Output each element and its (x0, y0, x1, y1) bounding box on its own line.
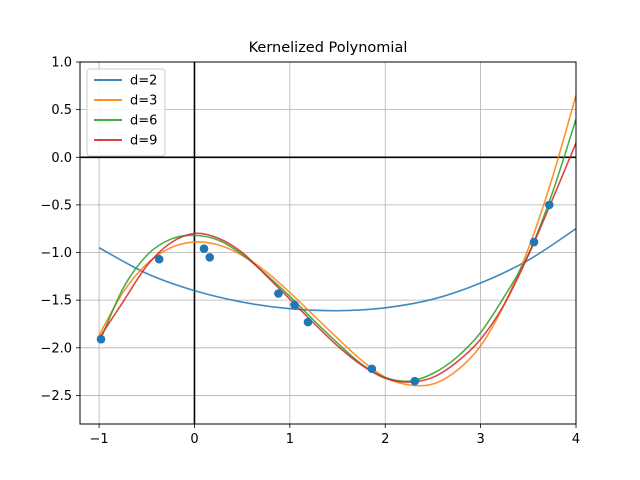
data-point (529, 237, 539, 247)
y-tick-label: 0.0 (51, 151, 72, 166)
series-line-d=9 (98, 142, 576, 383)
data-point (410, 376, 420, 386)
axis-ticks: −1 0 1 2 3 4 1.0 0.5 0.0 −0.5 −1.0 −1.5 −2.0 −2.5 (40, 56, 580, 448)
series-line-d=6 (98, 118, 576, 383)
legend: d=2 d=3 d=6 d=9 (86, 68, 166, 157)
data-point (367, 364, 377, 374)
x-tick-label: 0 (190, 432, 198, 447)
legend-box (86, 68, 166, 157)
x-tick-label: −1 (89, 432, 108, 447)
zero-axis-lines (80, 62, 576, 424)
data-point (303, 317, 313, 327)
data-point (544, 200, 554, 210)
data-points (96, 200, 554, 386)
legend-label-d=2: d=2 (130, 74, 157, 89)
data-point (290, 300, 299, 310)
legend-label-d=6: d=6 (130, 114, 157, 129)
chart-title: Kernelized Polynomial (249, 40, 408, 56)
data-point (274, 289, 283, 298)
data-point (154, 254, 164, 264)
x-tick-label: 3 (476, 432, 484, 447)
legend-label-d=9: d=9 (130, 134, 157, 149)
x-tick-label: 1 (286, 432, 294, 447)
plot-frame (79, 61, 577, 425)
x-tick-label: 4 (572, 432, 580, 447)
legend-label-d=3: d=3 (130, 94, 157, 109)
y-tick-label: −2.5 (40, 389, 72, 404)
data-point (96, 334, 106, 344)
data-point (205, 252, 215, 262)
data-point (199, 244, 209, 254)
series-lines (98, 95, 576, 387)
y-tick-label: 0.5 (51, 103, 72, 118)
series-line-d=2 (98, 228, 576, 312)
y-tick-label: −2.0 (40, 341, 72, 356)
x-tick-label: 2 (381, 432, 389, 447)
y-tick-label: −1.0 (40, 246, 72, 261)
y-tick-label: −1.5 (40, 294, 72, 309)
y-tick-label: −0.5 (40, 198, 72, 213)
y-tick-label: 1.0 (51, 56, 72, 71)
